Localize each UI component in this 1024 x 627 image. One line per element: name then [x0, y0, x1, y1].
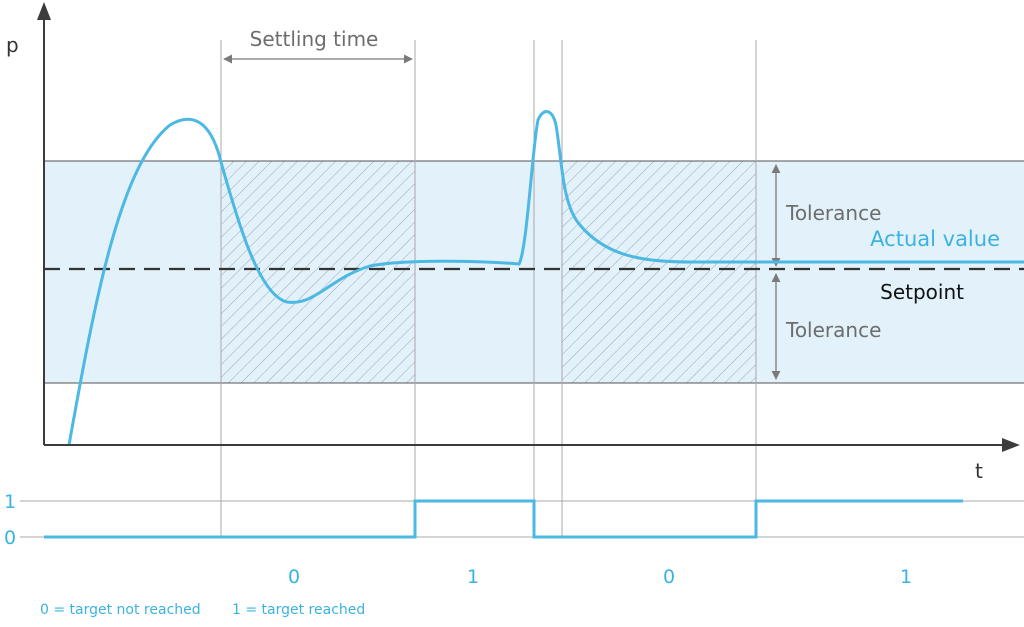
- x-axis-label: t: [975, 459, 983, 483]
- settling-time-label: Settling time: [250, 27, 379, 51]
- hatched-zone-1: [221, 161, 415, 383]
- y-axis-arrowhead: [37, 2, 51, 20]
- legend-zero: 0 = target not reached: [40, 602, 201, 618]
- actual-value-label: Actual value: [870, 227, 1000, 251]
- signal-segment-1: 0: [288, 566, 300, 588]
- hatched-zone-2: [562, 161, 756, 383]
- legend-one: 1 = target reached: [232, 602, 365, 618]
- signal-segment-4: 1: [900, 566, 912, 588]
- signal-level-low: 0: [4, 527, 16, 549]
- signal-level-high: 1: [4, 491, 16, 513]
- setpoint-label: Setpoint: [880, 280, 964, 304]
- signal-segment-3: 0: [663, 566, 675, 588]
- tolerance-lower-label: Tolerance: [785, 318, 881, 342]
- guide-lines: [220, 40, 757, 536]
- actual-value-curve: [67, 110, 1024, 446]
- tolerance-upper-label: Tolerance: [785, 201, 881, 225]
- y-axis-label: p: [6, 33, 19, 57]
- signal-segment-2: 1: [467, 566, 479, 588]
- target-signal-line: [44, 499, 963, 539]
- x-axis-arrowhead: [1002, 438, 1020, 452]
